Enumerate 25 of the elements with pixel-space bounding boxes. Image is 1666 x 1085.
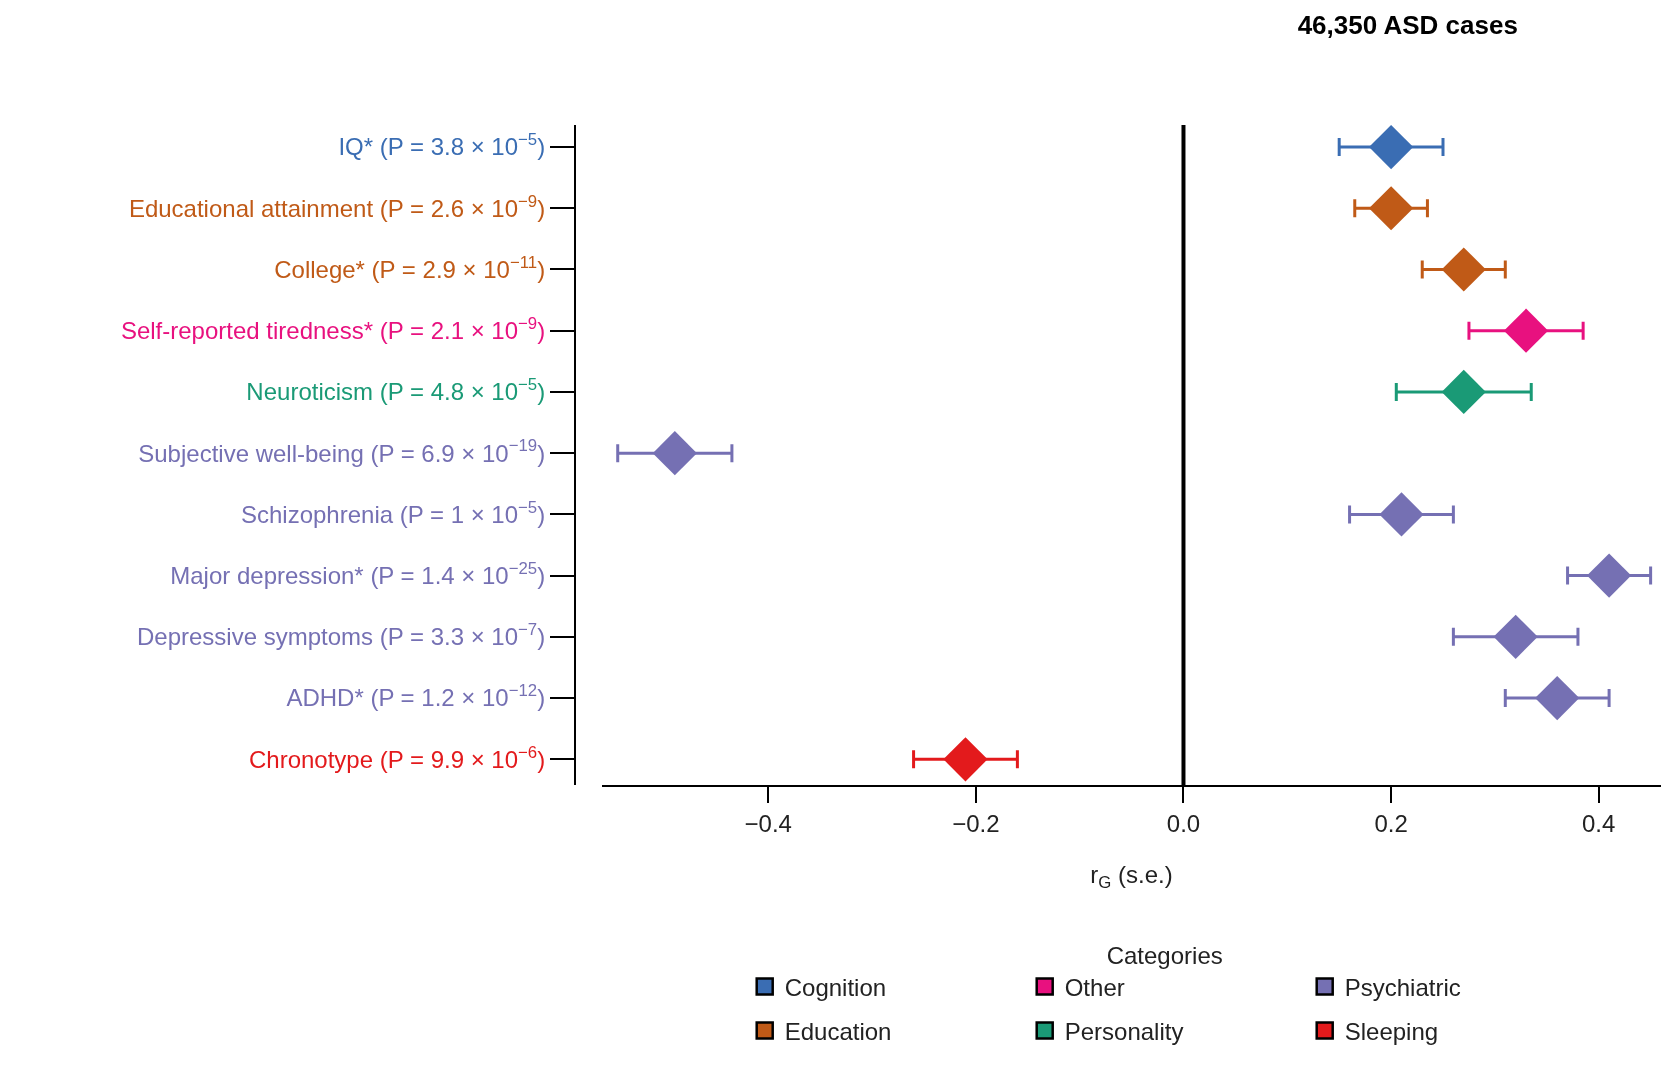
- x-tick-label: 0.0: [1166, 809, 1201, 837]
- x-axis-title: r$_{G}$ (s.e.): [1090, 860, 1173, 892]
- legend-label: Other: [1064, 973, 1125, 1001]
- x-tick-label: −0.4: [744, 809, 792, 837]
- y-tick-label: Educational attainment (P = 2.6 × 10$^{−9}$): [128, 191, 546, 222]
- y-tick-label: Subjective well-being (P = 6.9 × 10$^{−19}$): [138, 436, 546, 467]
- legend-label: Personality: [1064, 1017, 1184, 1045]
- y-tick-label: Chronotype (P = 9.9 × 10$^{−6}$): [248, 742, 546, 773]
- y-tick-label: Self-reported tiredness* (P = 2.1 × 10$^{−9}$): [120, 314, 546, 345]
- y-tick-label: Neuroticism (P = 4.8 × 10$^{−5}$): [246, 375, 546, 406]
- x-tick-label: 0.4: [1582, 809, 1616, 837]
- y-tick-label: IQ* (P = 3.8 × 10$^{−5}$): [338, 130, 546, 161]
- legend-label: Education: [784, 1017, 892, 1045]
- y-tick-label: Major depression* (P = 1.4 × 10$^{−25}$): [170, 558, 546, 590]
- legend-label: Cognition: [784, 973, 887, 1001]
- y-tick-label: Depressive symptoms (P = 3.3 × 10$^{−7}$): [137, 620, 546, 651]
- legend-label: Psychiatric: [1344, 973, 1461, 1001]
- x-tick-label: −0.2: [952, 809, 1000, 837]
- y-tick-label: ADHD* (P = 1.2 × 10$^{−12}$): [286, 681, 546, 712]
- legend-label: Sleeping: [1344, 1017, 1439, 1045]
- x-tick-label: 0.2: [1374, 809, 1408, 837]
- chart-title: 46,350 ASD cases: [1297, 10, 1518, 41]
- legend-title: Categories: [1106, 942, 1223, 970]
- y-tick-label: Schizophrenia (P = 1 × 10$^{−5}$): [240, 497, 546, 528]
- y-tick-label: College* (P = 2.9 × 10$^{−11}$): [274, 252, 546, 283]
